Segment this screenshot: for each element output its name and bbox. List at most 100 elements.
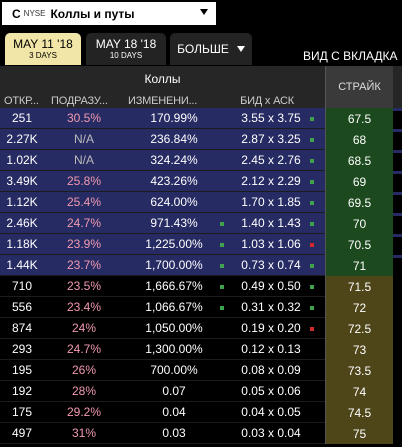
bid-ask-cell: 1.40 x 1.43 [241, 216, 301, 230]
implied-vol-cell: 26% [71, 363, 97, 377]
table-row[interactable]: 497 31% 0.03 0.03 x 0.04 75 [0, 423, 402, 447]
expiry-tabs: MAY 11 '18 3 DAYS MAY 18 '18 10 DAYS БОЛ… [0, 30, 402, 66]
col-header-strike[interactable]: СТРАЙК [325, 66, 393, 108]
tick-indicator-icon [310, 222, 314, 226]
strike-cell: 75 [325, 423, 393, 444]
tick-indicator-icon [310, 117, 314, 121]
strike-cell: 71.5 [325, 276, 393, 297]
col-header-open-interest[interactable]: ОТКР... [4, 95, 39, 107]
chevron-down-icon[interactable] [200, 9, 208, 15]
strike-cell: 68.5 [325, 150, 393, 171]
tab-may-11[interactable]: MAY 11 '18 3 DAYS [5, 33, 81, 65]
open-interest-cell: 497 [11, 426, 33, 440]
table-row[interactable]: 3.49K 25.8% 423.26% 2.12 x 2.29 69 [0, 171, 402, 195]
change-cell: 1,050.00% [145, 321, 203, 335]
scroll-gutter [393, 153, 402, 174]
change-cell: 700.00% [150, 363, 198, 377]
tick-indicator-icon [310, 327, 314, 331]
exchange-label: NYSE [23, 9, 46, 18]
top-bar: C NYSE Коллы и путы [0, 0, 402, 30]
implied-vol-cell: 23.5% [66, 279, 102, 293]
table-row[interactable]: 192 28% 0.07 0.05 x 0.06 74 [0, 381, 402, 405]
change-cell: 1,300.00% [145, 342, 203, 356]
implied-vol-cell: 31% [71, 426, 97, 440]
strike-cell: 72 [325, 297, 393, 318]
more-button[interactable]: БОЛЬШЕ [170, 33, 252, 65]
open-interest-cell: 874 [11, 321, 33, 335]
scroll-gutter [393, 426, 402, 447]
col-header-change[interactable]: ИЗМЕНЕНИ... [128, 95, 198, 107]
tick-indicator-icon [310, 243, 314, 247]
scroll-gutter [393, 216, 402, 237]
strike-cell: 67.5 [325, 108, 393, 129]
table-row[interactable]: 2.27K N/A 236.84% 2.87 x 3.25 68 [0, 129, 402, 153]
change-cell: 236.84% [150, 132, 198, 146]
symbol-selector[interactable]: C NYSE Коллы и путы [2, 2, 216, 25]
implied-vol-cell: 30.5% [66, 111, 102, 125]
change-cell: 0.07 [162, 384, 186, 398]
scroll-gutter [393, 132, 402, 153]
table-row[interactable]: 195 26% 700.00% 0.08 x 0.09 73.5 [0, 360, 402, 384]
scroll-gutter [393, 279, 402, 300]
change-cell: 324.24% [150, 153, 198, 167]
strike-cell: 74.5 [325, 402, 393, 423]
view-mode-label[interactable]: ВИД С ВКЛАДКА [303, 49, 398, 63]
table-row[interactable]: 556 23.4% 1,066.67% 0.31 x 0.32 72 [0, 297, 402, 321]
table-row[interactable]: 251 30.5% 170.99% 3.55 x 3.75 67.5 [0, 108, 402, 132]
implied-vol-cell: 23.4% [66, 300, 102, 314]
implied-vol-cell: 25.4% [66, 195, 102, 209]
strike-cell: 70 [325, 213, 393, 234]
table-row[interactable]: 293 24.7% 1,300.00% 0.12 x 0.13 73 [0, 339, 402, 363]
tab-label: MAY 11 '18 [13, 36, 73, 51]
col-header-implied-vol[interactable]: ПОДРАЗУ... [51, 95, 108, 107]
tick-indicator-icon [310, 138, 314, 142]
table-row[interactable]: 710 23.5% 1,666.67% 0.49 x 0.50 71.5 [0, 276, 402, 300]
table-row[interactable]: 175 29.2% 0.04 0.04 x 0.05 74.5 [0, 402, 402, 426]
open-interest-cell: 192 [11, 384, 33, 398]
calls-title: Коллы [144, 72, 181, 86]
tick-indicator-icon [220, 222, 224, 226]
change-cell: 1,666.67% [145, 279, 203, 293]
tick-indicator-icon [310, 201, 314, 205]
col-header-bid-ask[interactable]: БИД x АСК [240, 95, 294, 107]
table-row[interactable]: 874 24% 1,050.00% 0.19 x 0.20 72.5 [0, 318, 402, 342]
scroll-gutter [393, 111, 402, 132]
change-cell: 0.04 [162, 405, 186, 419]
bid-ask-cell: 2.12 x 2.29 [241, 174, 301, 188]
implied-vol-cell: 28% [71, 384, 97, 398]
bid-ask-cell: 0.04 x 0.05 [241, 405, 301, 419]
implied-vol-cell: N/A [73, 132, 94, 146]
open-interest-cell: 1.12K [6, 195, 38, 209]
table-row[interactable]: 1.02K N/A 324.24% 2.45 x 2.76 68.5 [0, 150, 402, 174]
open-interest-cell: 1.18K [6, 237, 38, 251]
strike-cell: 70.5 [325, 234, 393, 255]
table-row[interactable]: 1.18K 23.9% 1,225.00% 1.03 x 1.06 70.5 [0, 234, 402, 258]
open-interest-cell: 1.02K [6, 153, 38, 167]
tick-indicator-icon [220, 285, 224, 289]
options-table: 251 30.5% 170.99% 3.55 x 3.75 67.5 2.27K N/A 23… [0, 108, 402, 447]
strike-cell: 69 [325, 171, 393, 192]
bid-ask-cell: 0.31 x 0.32 [241, 300, 301, 314]
table-header: Коллы ОТКР... ПОДРАЗУ... ИЗМЕНЕНИ... БИД… [0, 66, 402, 108]
bid-ask-cell: 0.08 x 0.09 [241, 363, 301, 377]
bid-ask-cell: 3.55 x 3.75 [241, 111, 301, 125]
implied-vol-cell: 24.7% [66, 216, 102, 230]
scroll-gutter [393, 342, 402, 363]
bid-ask-cell: 0.05 x 0.06 [241, 384, 301, 398]
tab-may-18[interactable]: MAY 18 '18 10 DAYS [86, 33, 166, 65]
strike-cell: 73.5 [325, 360, 393, 381]
bid-ask-cell: 0.49 x 0.50 [241, 279, 301, 293]
change-cell: 971.43% [150, 216, 198, 230]
strike-cell: 71 [325, 255, 393, 276]
table-row[interactable]: 1.12K 25.4% 624.00% 1.70 x 1.85 69.5 [0, 192, 402, 216]
selector-title: Коллы и путы [50, 6, 135, 21]
open-interest-cell: 195 [11, 363, 33, 377]
table-row[interactable]: 1.44K 23.7% 1,700.00% 0.73 x 0.74 71 [0, 255, 402, 279]
tick-indicator-icon [310, 180, 314, 184]
bid-ask-cell: 2.87 x 3.25 [241, 132, 301, 146]
open-interest-cell: 710 [11, 279, 33, 293]
strike-cell: 74 [325, 381, 393, 402]
open-interest-cell: 2.27K [6, 132, 38, 146]
table-row[interactable]: 2.46K 24.7% 971.43% 1.40 x 1.43 70 [0, 213, 402, 237]
bid-ask-cell: 0.19 x 0.20 [241, 321, 301, 335]
